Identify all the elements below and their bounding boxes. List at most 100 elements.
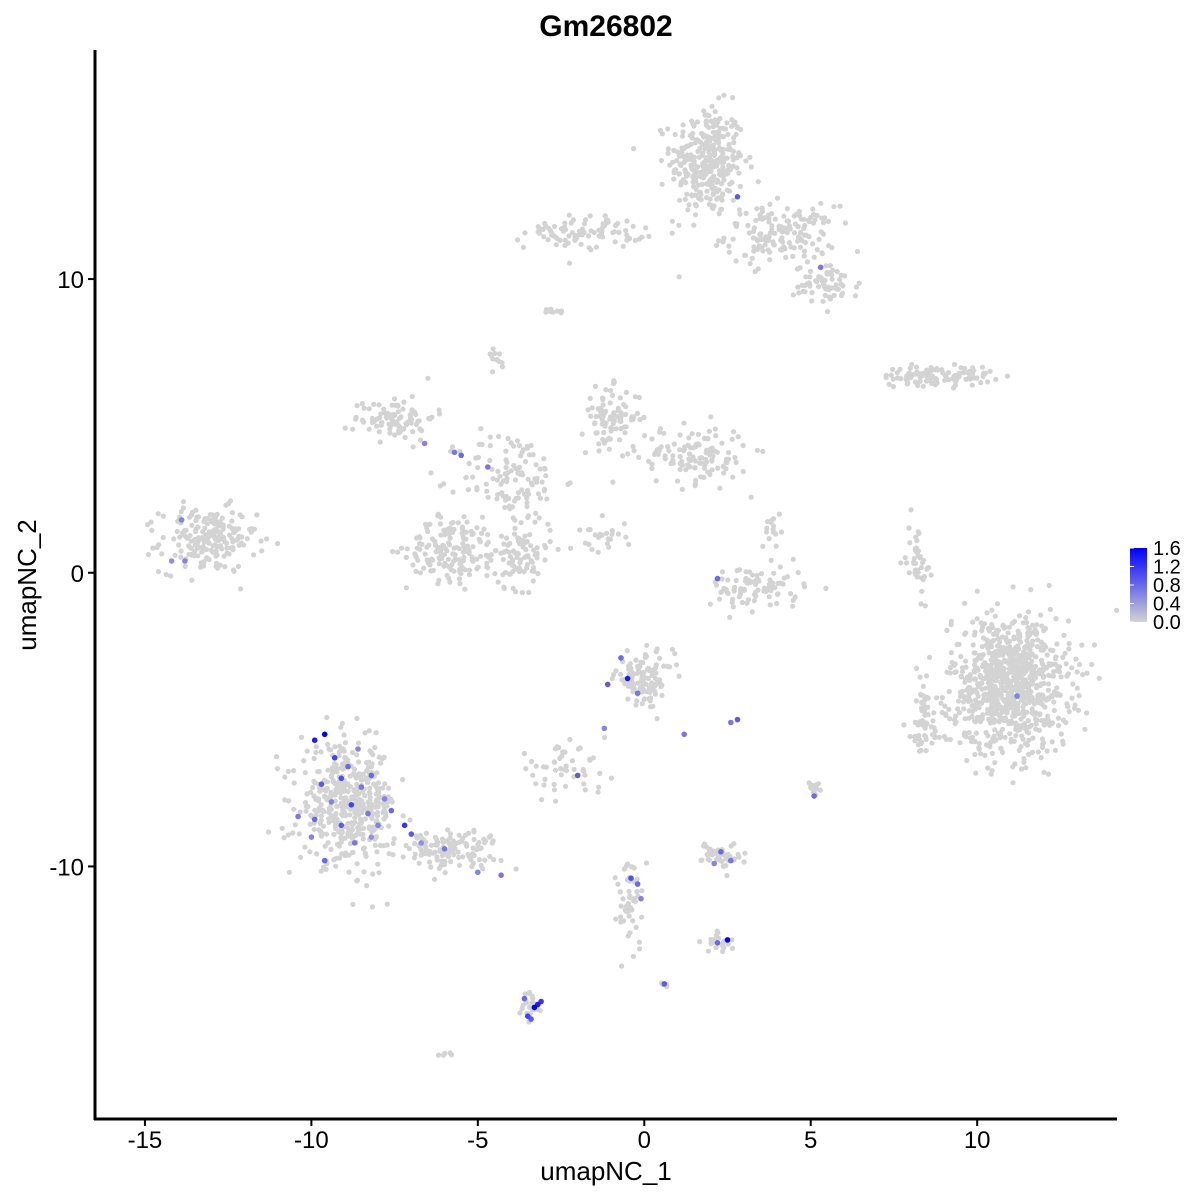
cell-point	[376, 402, 382, 408]
cell-point	[775, 580, 781, 587]
cell-point	[1066, 640, 1072, 647]
cell-point	[774, 195, 781, 201]
cell-point	[816, 284, 822, 290]
cell-point	[698, 197, 704, 203]
cell-point	[922, 603, 928, 609]
cell-point	[986, 650, 992, 656]
cell-point	[529, 559, 536, 565]
cell-point	[818, 200, 824, 206]
cell-point	[643, 860, 650, 866]
cell-point	[659, 131, 666, 137]
cell-point	[639, 683, 645, 689]
cell-point	[373, 730, 379, 736]
cell-point	[819, 250, 825, 256]
cell-point	[791, 213, 797, 219]
cell-point	[695, 431, 702, 437]
cell-point	[684, 173, 690, 179]
cell-point	[407, 412, 413, 418]
cell-point	[917, 721, 923, 727]
cell-point	[1019, 733, 1025, 739]
cell-point	[577, 745, 583, 751]
cell-point	[754, 572, 760, 579]
cell-point	[389, 402, 395, 408]
cell-point	[381, 754, 387, 761]
cell-point	[711, 159, 717, 165]
cell-point	[735, 434, 741, 440]
cell-point	[588, 247, 594, 253]
cell-point	[946, 706, 952, 713]
cell-point	[962, 695, 968, 701]
cell-point	[669, 646, 676, 653]
cell-point	[677, 447, 683, 453]
cell-point	[930, 718, 936, 724]
cell-point	[730, 95, 736, 101]
cell-point	[458, 560, 464, 567]
cell-point	[631, 896, 638, 902]
cell-point	[541, 488, 547, 494]
cell-point	[760, 248, 766, 254]
cell-point	[525, 476, 531, 482]
cell-point	[995, 706, 1001, 712]
cell-point	[492, 571, 498, 577]
x-tick-label: 5	[804, 1127, 817, 1154]
cell-point	[1002, 657, 1008, 663]
cell-point	[797, 229, 804, 236]
cell-point	[495, 468, 501, 474]
cell-point	[608, 388, 614, 394]
cell-point	[509, 562, 515, 568]
cell-point	[323, 866, 329, 873]
cell-point	[537, 495, 544, 501]
cell-point	[607, 400, 613, 406]
cell-point	[989, 622, 995, 628]
cell-point	[675, 478, 681, 484]
cell-point	[558, 772, 564, 778]
cell-point	[464, 843, 470, 849]
cell-point	[599, 532, 605, 538]
cell-point	[1044, 748, 1050, 754]
cell-point	[180, 499, 187, 505]
cell-point	[460, 549, 466, 555]
cell-point	[395, 549, 401, 555]
cell-point	[448, 859, 454, 865]
cell-point	[759, 215, 765, 221]
cell-point	[178, 554, 184, 560]
cell-point	[813, 278, 819, 284]
cell-point	[1002, 687, 1009, 693]
cell-point	[503, 535, 510, 541]
cell-point	[654, 646, 660, 652]
cell-point	[580, 766, 586, 773]
cell-point	[670, 453, 676, 459]
cell-point	[1026, 681, 1032, 687]
cell-point	[545, 237, 551, 243]
cell-point	[437, 521, 443, 527]
cell-point	[1002, 624, 1008, 630]
cell-point	[318, 802, 324, 808]
cell-point	[695, 182, 702, 188]
cell-point	[907, 540, 913, 546]
cell-point	[809, 298, 815, 304]
cell-point	[779, 227, 785, 233]
cell-point	[183, 534, 189, 540]
cell-point	[644, 642, 650, 648]
cell-point	[604, 541, 611, 547]
cell-point	[219, 546, 225, 552]
cell-point	[352, 772, 358, 779]
expressing-cell-point	[421, 440, 428, 447]
cell-point	[814, 247, 820, 253]
cell-point	[251, 526, 257, 532]
cell-point	[521, 750, 528, 757]
cell-point	[386, 851, 392, 857]
cell-point	[208, 547, 214, 553]
cell-point	[339, 720, 345, 727]
cell-point	[553, 242, 559, 248]
cell-point	[542, 465, 548, 471]
cell-point	[193, 526, 199, 532]
cell-point	[904, 560, 910, 566]
cell-point	[782, 245, 788, 251]
cell-point	[285, 768, 291, 775]
cell-point	[966, 715, 972, 721]
cell-point	[764, 236, 770, 242]
cell-point	[989, 669, 995, 675]
cell-point	[987, 720, 994, 726]
cell-point	[993, 629, 999, 636]
